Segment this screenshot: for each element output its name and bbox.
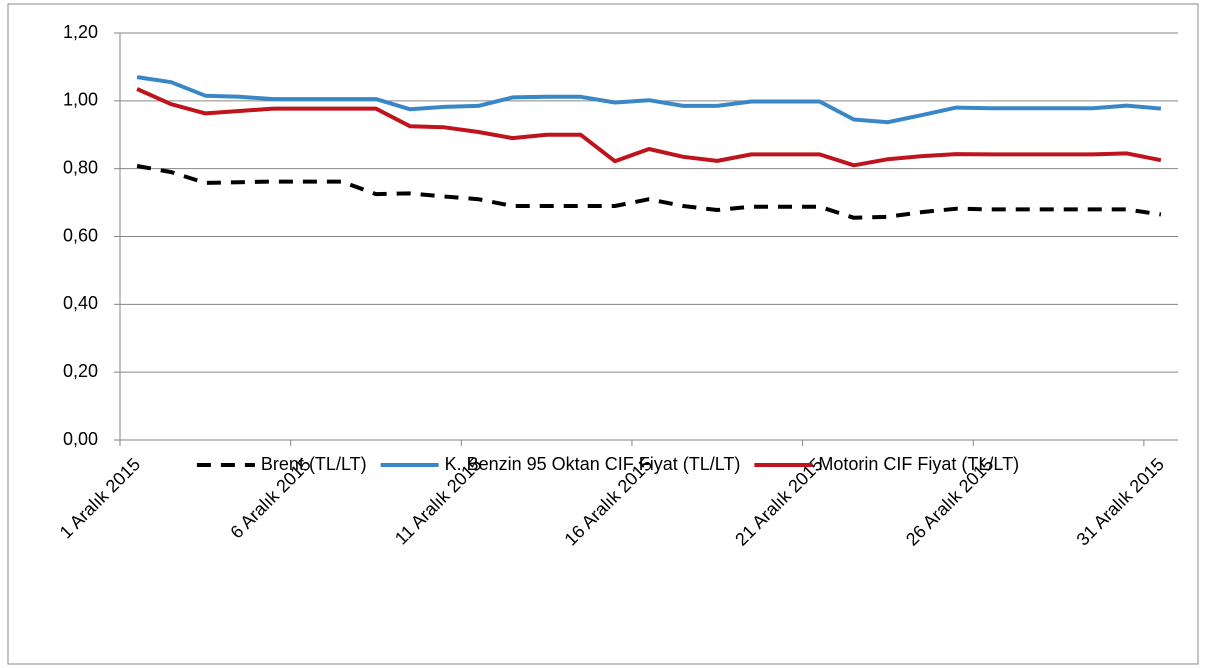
legend-label: Motorin CIF Fiyat (TL/LT) xyxy=(818,454,1019,474)
data-line xyxy=(136,75,1162,125)
y-tick-label: 0,20 xyxy=(63,361,98,381)
y-tick-label: 1,20 xyxy=(63,22,98,42)
y-tick-label: 0,40 xyxy=(63,293,98,313)
chart-frame xyxy=(7,3,1199,665)
legend-label: K. Benzin 95 Oktan CIF Fiyat (TL/LT) xyxy=(445,454,741,474)
legend-label: Brent (TL/LT) xyxy=(261,454,367,474)
y-tick-label: 1,00 xyxy=(63,90,98,110)
legend: Brent (TL/LT) K. Benzin 95 Oktan CIF Fiya… xyxy=(196,454,1019,474)
data-line xyxy=(136,164,1162,220)
y-tick-label: 0,60 xyxy=(63,225,98,245)
y-tick-label: 0,80 xyxy=(63,157,98,177)
y-tick-label: 0,00 xyxy=(63,429,98,449)
data-line xyxy=(136,87,1162,168)
